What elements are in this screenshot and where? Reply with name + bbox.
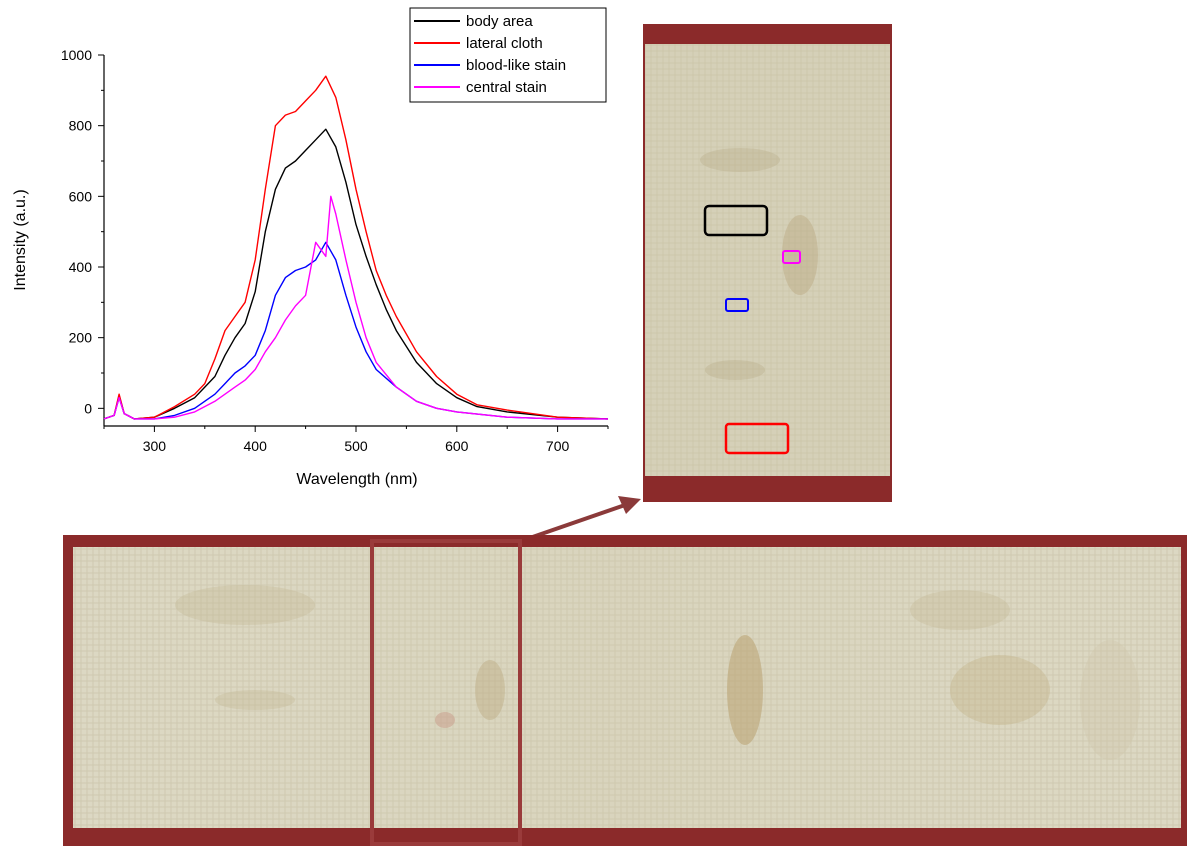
chart-axes: 300 400 500 600 700 0 200 400 600 800 1000 xyxy=(61,47,609,454)
x-tick-label: 300 xyxy=(143,438,167,454)
legend-label: blood-like stain xyxy=(466,57,566,74)
zoom-arrow xyxy=(520,496,641,543)
lateral-cloth-box xyxy=(724,422,790,455)
detail-cloth xyxy=(645,44,890,476)
x-tick-label: 600 xyxy=(445,438,469,454)
y-tick-label: 0 xyxy=(84,400,92,416)
x-tick-label: 500 xyxy=(344,438,368,454)
y-axis-label: Intensity (a.u.) xyxy=(12,189,29,290)
central-stain-box xyxy=(782,250,801,264)
series-line-central-stain xyxy=(103,195,608,420)
y-tick-label: 1000 xyxy=(61,47,92,63)
x-tick-label: 700 xyxy=(546,438,570,454)
legend-label: central stain xyxy=(466,79,547,96)
legend: body area lateral cloth blood-like stain ce… xyxy=(409,7,607,103)
y-tick-label: 800 xyxy=(69,118,93,134)
y-tick-label: 400 xyxy=(69,259,93,275)
x-axis-label: Wavelength (nm) xyxy=(296,471,417,488)
crop-region-box xyxy=(370,539,522,846)
legend-label: body area xyxy=(466,13,533,30)
y-tick-label: 200 xyxy=(69,330,93,346)
y-tick-label: 600 xyxy=(69,188,93,204)
body-area-box xyxy=(703,204,769,237)
blood-like-stain-box xyxy=(725,298,749,312)
series-line-body-area xyxy=(103,128,609,420)
legend-label: lateral cloth xyxy=(466,35,543,52)
spectrum-chart: 300 400 500 600 700 0 200 400 600 800 1000 body ar… xyxy=(12,7,609,488)
series-layer xyxy=(103,75,609,420)
series-line-lateral-cloth xyxy=(103,75,609,420)
x-tick-label: 400 xyxy=(244,438,268,454)
detail-photo xyxy=(643,24,892,502)
full-cloth-photo xyxy=(63,535,1187,846)
